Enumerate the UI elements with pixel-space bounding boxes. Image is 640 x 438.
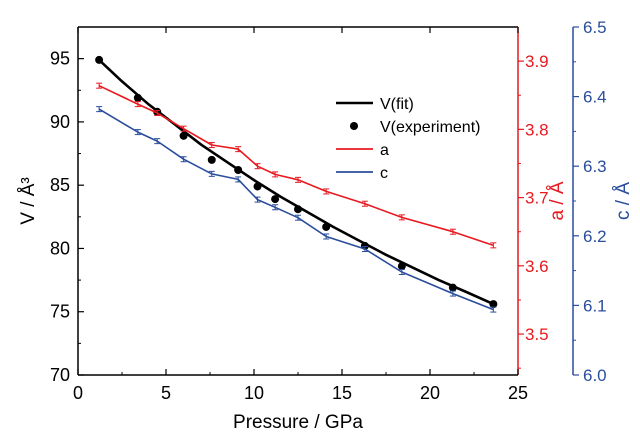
legend-experiment-label: V(experiment) — [380, 119, 480, 136]
x-axis-label: Pressure / GPa — [233, 412, 363, 433]
x-tick-label: 20 — [420, 383, 440, 403]
a-axis-tick-label: 3.7 — [525, 189, 549, 208]
a-axis-label: a / Å — [547, 181, 568, 220]
c-axis-tick-label: 6.5 — [583, 18, 607, 37]
data-point — [448, 283, 457, 292]
c-axis-label: c / Å — [613, 182, 634, 220]
data-point — [294, 205, 302, 214]
legend-a-label: a — [380, 142, 389, 159]
c-axis-tick-label: 6.4 — [583, 88, 607, 107]
a-axis-tick-label: 3.5 — [525, 325, 549, 344]
data-point — [397, 262, 406, 271]
series-layer — [95, 55, 498, 313]
x-tick-label: 5 — [161, 383, 171, 403]
data-point — [322, 222, 331, 231]
y-left-tick-label: 85 — [50, 175, 70, 195]
x-tick-label: 0 — [73, 383, 83, 403]
legend-c-label: c — [380, 165, 388, 182]
c-axis-tick-label: 6.2 — [583, 227, 607, 246]
c-axis-tick-label: 6.0 — [583, 366, 607, 385]
legend-experiment-swatch — [350, 122, 358, 130]
legend: V(fit) V(experiment) ac — [336, 96, 480, 182]
x-tick-label: 10 — [244, 383, 264, 403]
y-left-tick-label: 90 — [50, 112, 70, 132]
y-left-axis-label: V / Å³ — [18, 177, 39, 225]
legend-fit-label: V(fit) — [380, 96, 414, 113]
c-axis-tick-label: 6.3 — [583, 157, 607, 176]
data-point — [179, 131, 188, 140]
a-axis-tick-label: 3.9 — [525, 52, 549, 71]
c-axis-tick-label: 6.1 — [583, 296, 607, 315]
axes: 0 5 10 15 20 25 70 75 80 85 90 95 3.5 3.6 3.7 3.8 3.9 6.0… — [18, 18, 634, 433]
data-point — [95, 55, 104, 64]
a-axis-tick-label: 3.6 — [525, 257, 549, 276]
series-v-fit--line — [98, 58, 494, 306]
data-point — [133, 93, 142, 102]
x-tick-label: 25 — [508, 383, 528, 403]
data-point — [271, 195, 280, 204]
x-tick-label: 15 — [332, 383, 352, 403]
series-a-line — [98, 84, 494, 247]
y-left-tick-label: 75 — [50, 302, 70, 322]
data-point — [253, 182, 262, 191]
a-axis-tick-label: 3.8 — [525, 120, 549, 139]
y-left-tick-label: 80 — [50, 238, 70, 258]
data-point — [234, 165, 243, 174]
data-point — [207, 155, 216, 164]
data-point — [489, 300, 498, 309]
y-left-tick-label: 70 — [50, 365, 70, 385]
series-c-line — [98, 108, 494, 311]
y-left-tick-label: 95 — [50, 49, 70, 69]
